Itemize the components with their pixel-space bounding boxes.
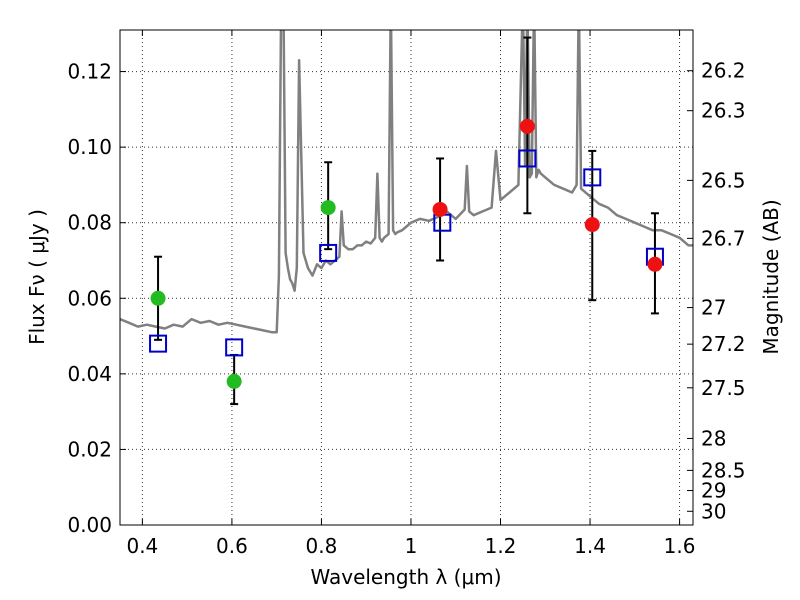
y-tick-label: 0.10 (67, 135, 112, 159)
mag-tick-label: 29 (701, 479, 726, 503)
y-tick-label: 0.08 (67, 211, 112, 235)
model-photometry-layer (149, 149, 664, 357)
x-axis-label: Wavelength λ (μm) (310, 565, 501, 589)
mag-tick-label: 27 (701, 296, 726, 320)
model-square (149, 334, 168, 353)
spectrum-line (120, 30, 693, 334)
x-tick-label: 1 (405, 534, 418, 558)
mag-tick-label: 26.7 (701, 226, 746, 250)
x-tick-label: 0.8 (306, 534, 338, 558)
observed-point-green (320, 200, 336, 216)
mag-tick-label: 26.2 (701, 59, 746, 83)
right-axis-label: Magnitude (AB) (759, 199, 783, 354)
observed-points-layer (150, 118, 663, 389)
mag-tick-label: 28 (701, 426, 726, 450)
observed-point-red (519, 118, 535, 134)
mag-tick-label: 28.5 (701, 458, 746, 482)
grid-lines (120, 30, 693, 526)
mag-tick-label: 27.2 (701, 332, 746, 356)
x-tick-label: 1.2 (485, 534, 517, 558)
observed-point-green (226, 373, 242, 389)
x-tick-label: 0.4 (126, 534, 158, 558)
y-tick-label: 0.04 (67, 362, 112, 386)
plot-frame (119, 29, 694, 526)
observed-point-red (432, 201, 448, 217)
mag-tick-label: 26.3 (701, 99, 746, 123)
y-axis-label: Flux Fν ( μJy ) (25, 209, 49, 345)
x-tick-label: 1.4 (574, 534, 606, 558)
errorbar-layer (154, 36, 659, 406)
model-square (319, 243, 338, 262)
observed-point-green (150, 290, 166, 306)
observed-point-red (647, 256, 663, 272)
y-tick-label: 0.02 (67, 437, 112, 461)
mag-tick-label: 27.5 (701, 376, 746, 400)
y-tick-label: 0.12 (67, 60, 112, 84)
x-tick-label: 1.6 (664, 534, 696, 558)
mag-tick-label: 30 (701, 499, 726, 523)
y-tick-label: 0.00 (67, 513, 112, 537)
spectrum-layer (120, 30, 693, 334)
model-square (583, 168, 602, 187)
model-square (518, 149, 537, 168)
observed-point-red (584, 217, 600, 233)
model-square (225, 338, 244, 357)
x-tick-label: 0.6 (216, 534, 248, 558)
y-tick-label: 0.06 (67, 286, 112, 310)
axes: 0.4 0.6 0.8 1 1.2 1.4 1.6 0.00 0.02 0.04 0.06 0.08 0… (67, 30, 746, 558)
mag-tick-label: 26.5 (701, 168, 746, 192)
